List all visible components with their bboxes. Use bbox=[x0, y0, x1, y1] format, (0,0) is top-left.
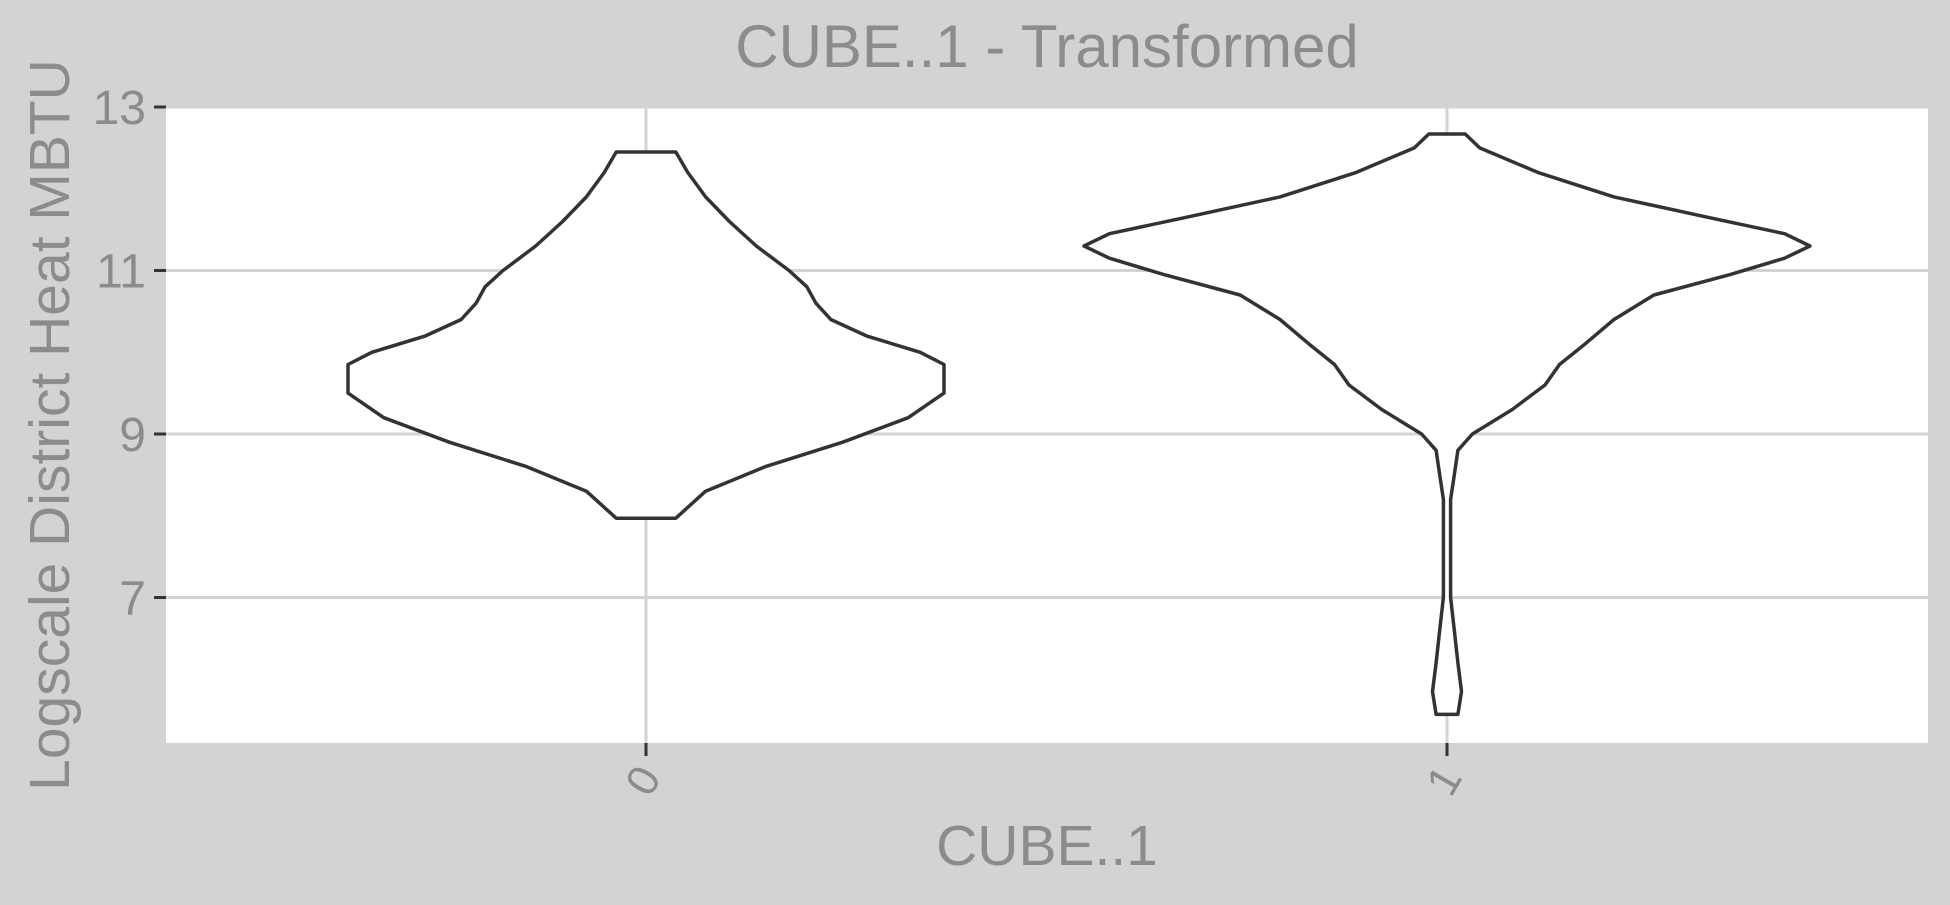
violin-1 bbox=[1082, 132, 1812, 717]
x-tick-label: 0 bbox=[616, 758, 671, 804]
y-axis-label: Logscale District Heat MBTU bbox=[18, 59, 82, 791]
chart-title: CUBE..1 - Transformed bbox=[735, 13, 1359, 80]
axis-layer: 7 9 11 13 0 1 bbox=[93, 82, 1472, 804]
y-tick-label: 11 bbox=[96, 246, 146, 299]
x-tick-label: 1 bbox=[1417, 758, 1472, 804]
violin-0 bbox=[346, 150, 946, 520]
x-axis-label: CUBE..1 bbox=[936, 814, 1158, 878]
y-tick-label: 7 bbox=[119, 573, 146, 626]
y-tick-label: 13 bbox=[93, 82, 146, 135]
violin-layer bbox=[346, 132, 1812, 717]
y-tick-label: 9 bbox=[119, 409, 146, 462]
